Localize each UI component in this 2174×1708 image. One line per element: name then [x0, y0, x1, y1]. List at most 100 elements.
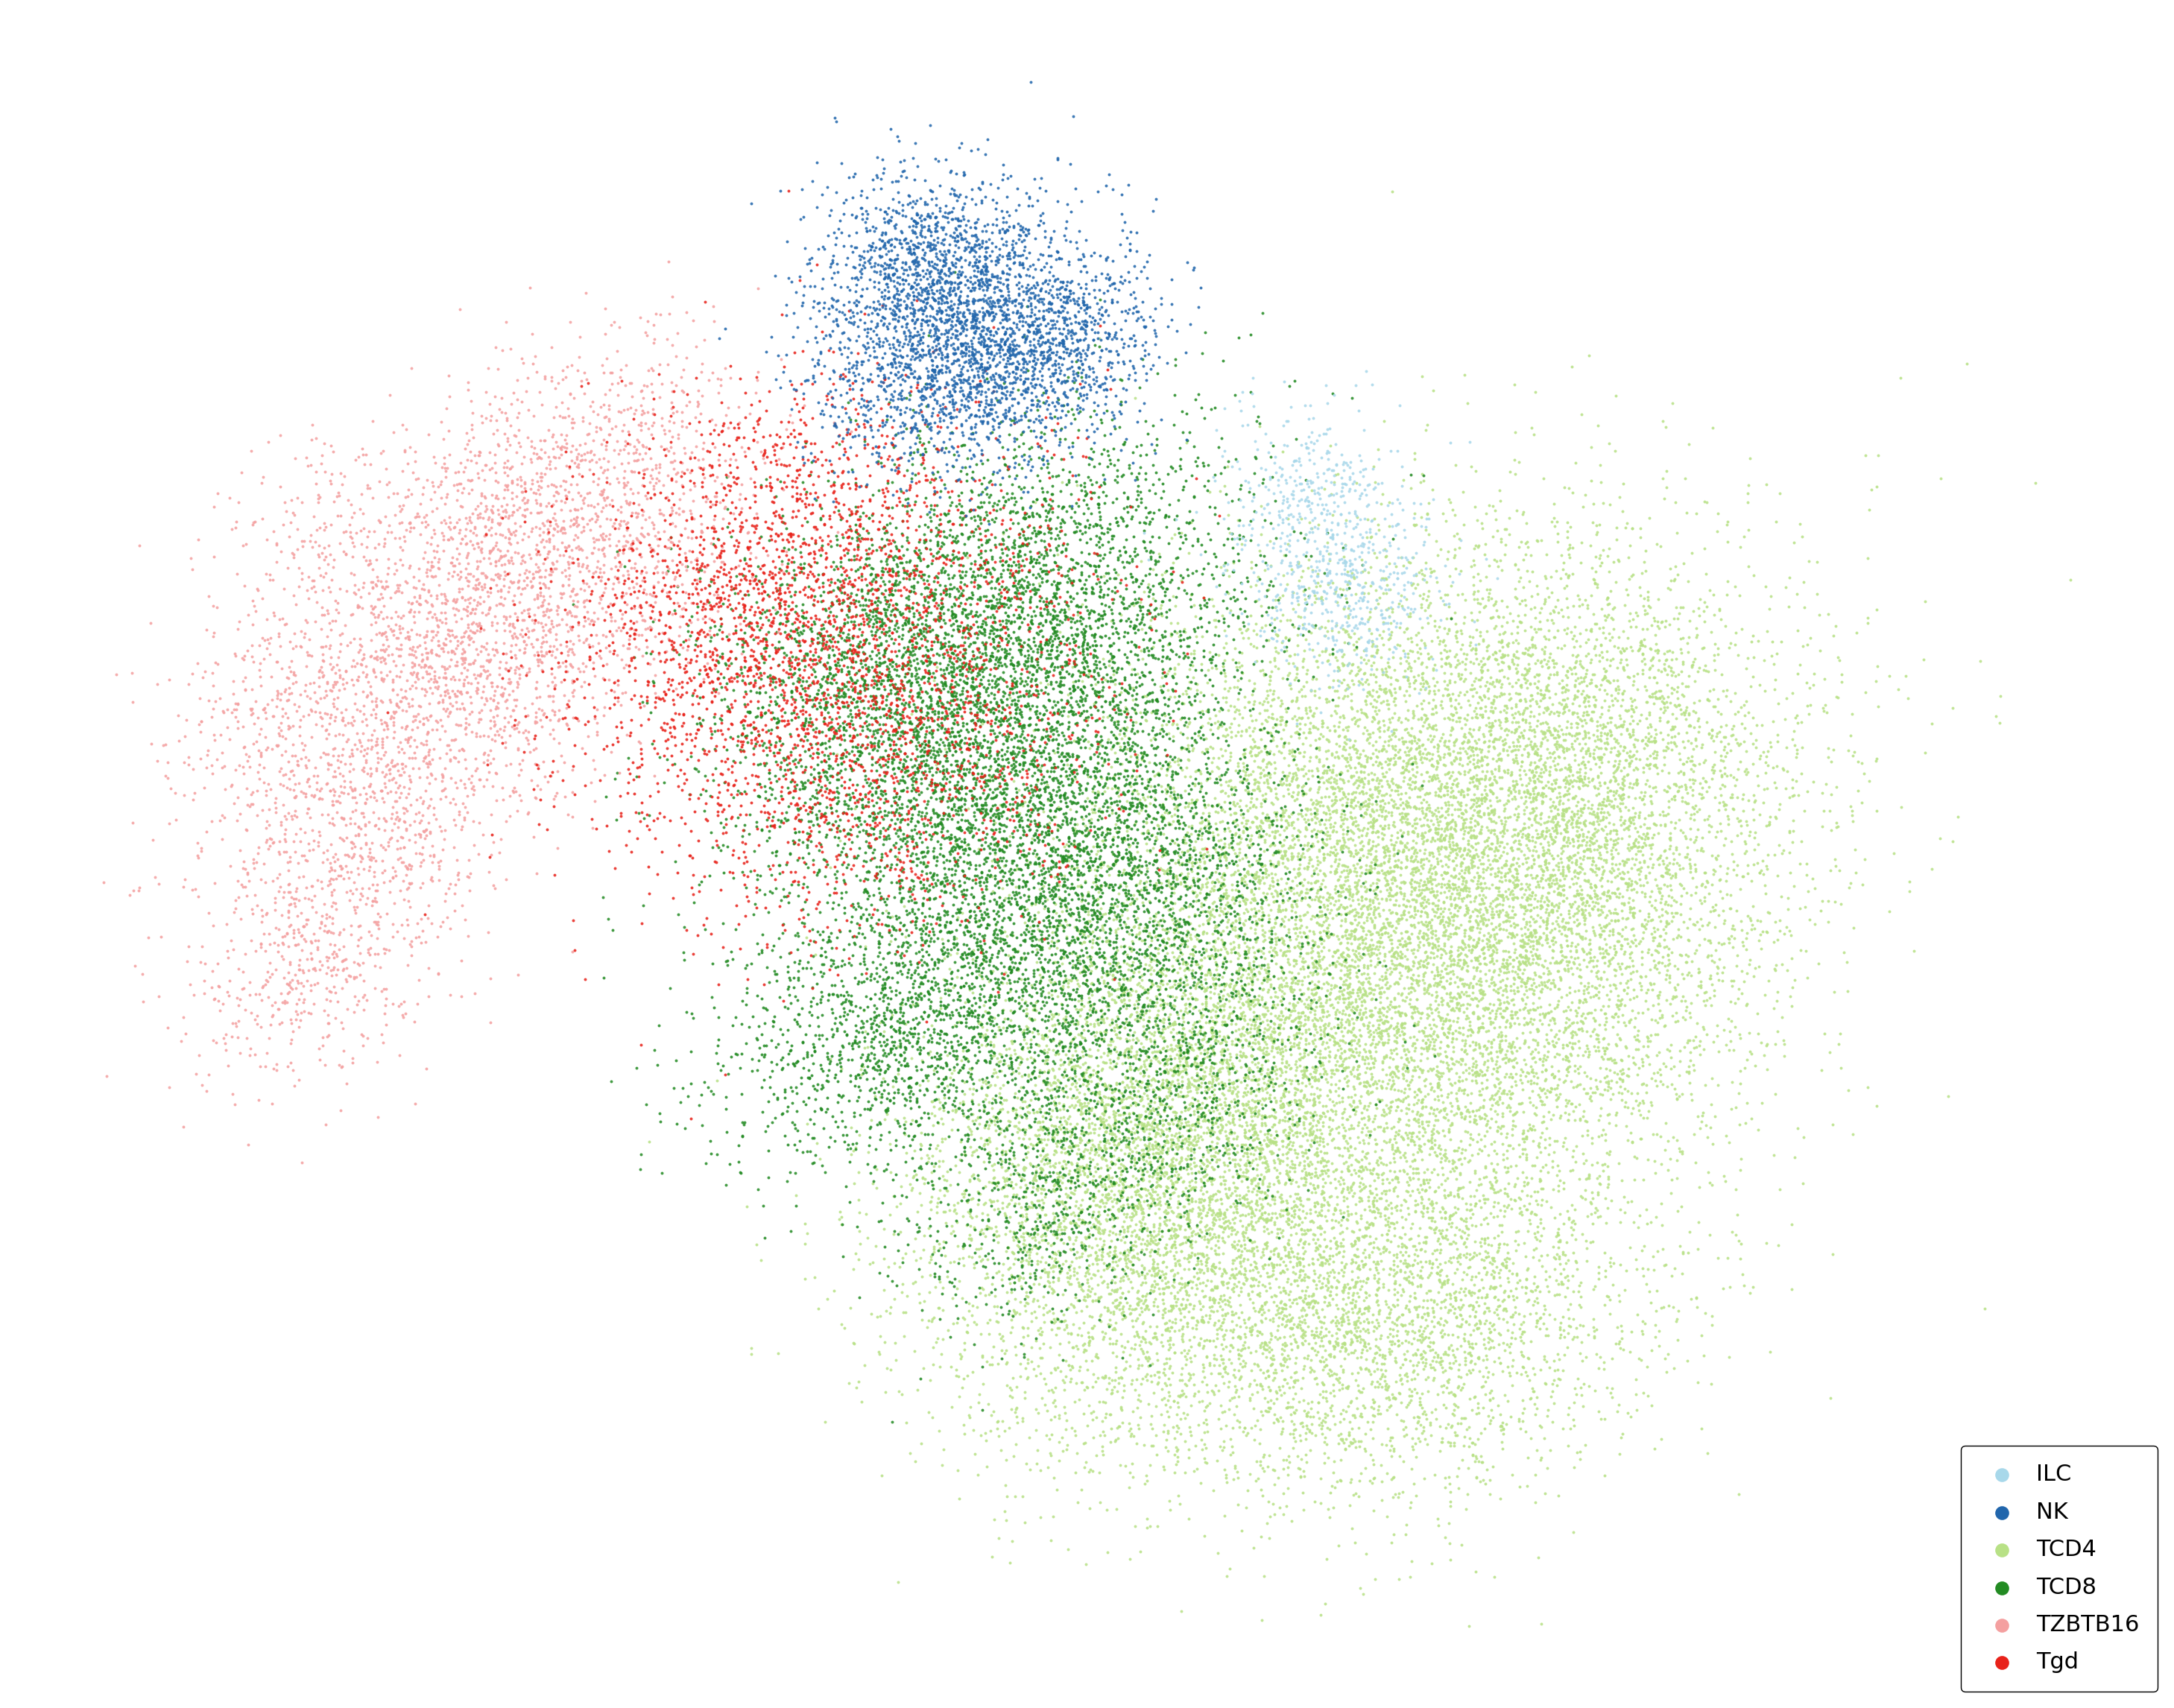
- Point: [1180, 1071, 1215, 1098]
- Point: [1085, 793, 1120, 820]
- Point: [307, 458, 341, 485]
- Point: [1565, 880, 1600, 907]
- Point: [807, 622, 841, 649]
- Point: [1033, 319, 1067, 347]
- Point: [785, 716, 820, 743]
- Point: [996, 374, 1030, 401]
- Point: [1059, 880, 1094, 907]
- Point: [1444, 876, 1478, 904]
- Point: [302, 784, 337, 811]
- Point: [515, 572, 550, 600]
- Point: [1304, 1348, 1339, 1375]
- Point: [957, 1416, 991, 1443]
- Point: [1076, 663, 1111, 690]
- Point: [1565, 1016, 1600, 1044]
- Point: [689, 586, 724, 613]
- Point: [1235, 1228, 1270, 1255]
- Point: [1372, 529, 1407, 557]
- Point: [1115, 1172, 1150, 1199]
- Point: [961, 266, 996, 294]
- Point: [1139, 1512, 1174, 1539]
- Point: [1167, 963, 1202, 991]
- Point: [1020, 774, 1054, 801]
- Point: [965, 1069, 1000, 1097]
- Point: [1637, 1020, 1672, 1047]
- Point: [1189, 670, 1224, 697]
- Point: [1372, 1315, 1407, 1342]
- Point: [302, 704, 337, 731]
- Point: [857, 576, 891, 603]
- Point: [1430, 581, 1465, 608]
- Point: [1350, 1354, 1385, 1382]
- Point: [702, 541, 737, 569]
- Point: [378, 692, 413, 719]
- Point: [787, 678, 822, 705]
- Point: [961, 355, 996, 383]
- Point: [1294, 1062, 1328, 1090]
- Point: [1611, 606, 1646, 634]
- Point: [659, 559, 694, 586]
- Point: [1050, 1138, 1085, 1165]
- Point: [1096, 1249, 1130, 1276]
- Point: [1554, 1090, 1589, 1117]
- Point: [530, 540, 565, 567]
- Point: [1020, 1156, 1054, 1184]
- Point: [433, 736, 467, 763]
- Point: [1139, 430, 1174, 458]
- Point: [1520, 781, 1554, 808]
- Point: [1185, 974, 1220, 1001]
- Point: [1707, 760, 1741, 787]
- Point: [1378, 1192, 1413, 1220]
- Point: [1348, 1196, 1383, 1223]
- Point: [1213, 1044, 1248, 1071]
- Point: [1365, 1047, 1400, 1074]
- Point: [1061, 926, 1096, 953]
- Point: [1139, 1421, 1174, 1448]
- Point: [515, 427, 550, 454]
- Point: [1278, 447, 1313, 475]
- Point: [1239, 570, 1274, 598]
- Point: [950, 683, 985, 711]
- Point: [1365, 914, 1400, 941]
- Point: [1522, 945, 1557, 972]
- Point: [970, 1290, 1004, 1317]
- Point: [1559, 1073, 1594, 1100]
- Point: [1407, 1167, 1441, 1194]
- Point: [1198, 897, 1233, 924]
- Point: [1409, 871, 1444, 898]
- Point: [861, 675, 896, 702]
- Point: [437, 834, 472, 861]
- Point: [335, 828, 370, 856]
- Point: [1207, 830, 1241, 857]
- Point: [872, 579, 907, 606]
- Point: [1489, 1194, 1524, 1221]
- Point: [944, 666, 978, 693]
- Point: [835, 690, 870, 717]
- Point: [894, 992, 928, 1020]
- Point: [1322, 1042, 1357, 1069]
- Point: [1174, 1149, 1209, 1177]
- Point: [694, 642, 728, 670]
- Point: [1052, 729, 1087, 757]
- Point: [1335, 693, 1370, 721]
- Point: [1157, 506, 1191, 533]
- Point: [1298, 1066, 1333, 1093]
- Point: [1550, 594, 1585, 622]
- Point: [796, 1033, 830, 1061]
- Point: [909, 702, 944, 729]
- Point: [1259, 784, 1294, 811]
- Point: [576, 528, 611, 555]
- Point: [1552, 948, 1587, 975]
- Point: [1498, 900, 1533, 927]
- Point: [904, 943, 939, 970]
- Point: [1359, 1194, 1394, 1221]
- Point: [1239, 986, 1274, 1013]
- Point: [348, 746, 383, 774]
- Point: [870, 588, 904, 615]
- Point: [1661, 1197, 1696, 1225]
- Point: [1385, 1301, 1420, 1329]
- Point: [383, 772, 417, 799]
- Point: [1389, 1254, 1424, 1281]
- Point: [544, 473, 578, 500]
- Point: [835, 794, 870, 822]
